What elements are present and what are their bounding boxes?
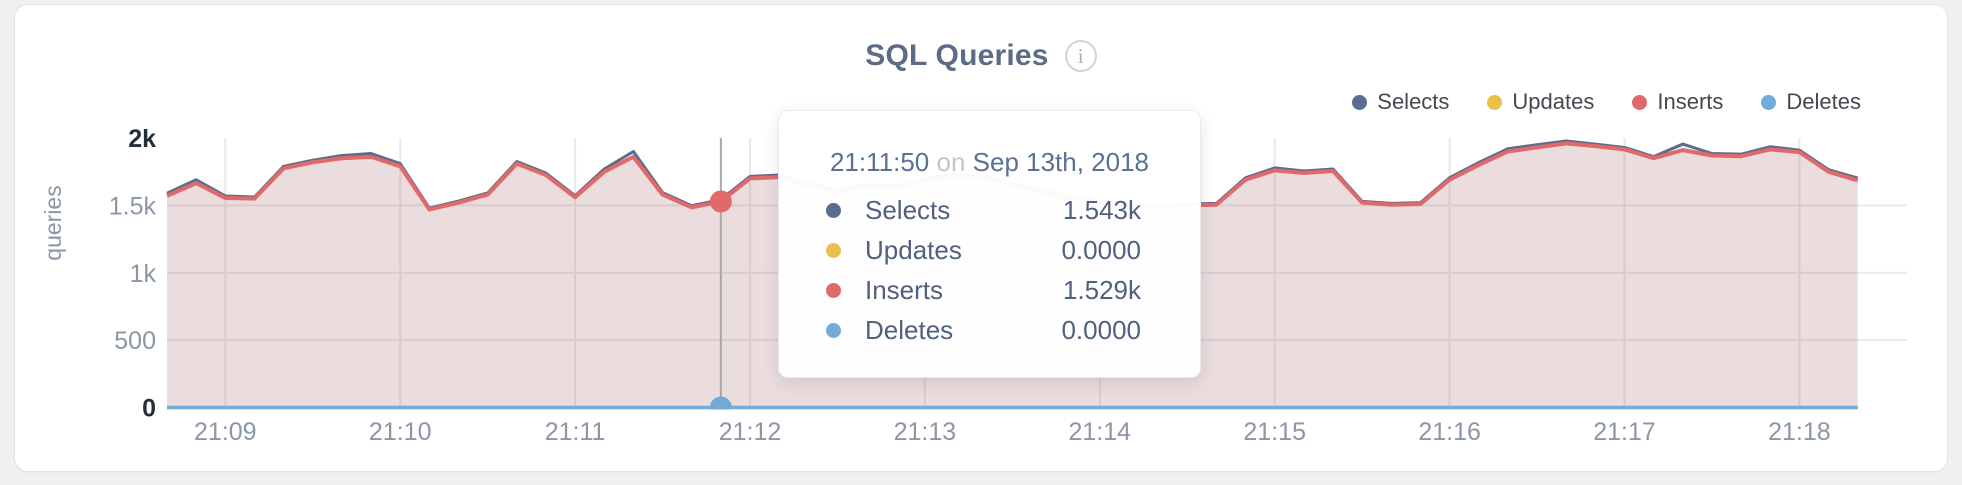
y-tick-label: 1k bbox=[130, 260, 157, 288]
x-tick-label: 21:15 bbox=[1243, 418, 1306, 446]
legend-item-deletes[interactable]: Deletes bbox=[1761, 89, 1861, 115]
legend-item-selects[interactable]: Selects bbox=[1352, 89, 1449, 115]
hover-dot-deletes bbox=[709, 396, 732, 410]
y-tick-label: 500 bbox=[114, 327, 156, 355]
tooltip-conjunction: on bbox=[936, 147, 966, 177]
x-tick-label: 21:11 bbox=[545, 418, 606, 446]
x-tick-label: 21:10 bbox=[369, 418, 432, 446]
x-tick-label: 21:13 bbox=[894, 418, 957, 446]
hover-dot-inserts bbox=[709, 190, 732, 213]
legend-label: Selects bbox=[1377, 89, 1450, 114]
tooltip-series-label: Selects bbox=[865, 194, 951, 225]
tooltip-row-deletes: Deletes 0.0000 bbox=[826, 310, 1141, 350]
legend-dot-updates bbox=[1487, 94, 1503, 110]
tooltip-series-value: 1.529k bbox=[1062, 274, 1141, 305]
tooltip-time: 21:11:50 bbox=[829, 147, 930, 177]
legend-dot-selects bbox=[1352, 94, 1368, 110]
legend-label: Inserts bbox=[1657, 89, 1724, 114]
tooltip-series-value: 0.0000 bbox=[1061, 234, 1141, 265]
chart-legend: Selects Updates Inserts Deletes bbox=[1352, 89, 1861, 115]
legend-dot-inserts bbox=[1632, 94, 1648, 110]
legend-item-inserts[interactable]: Inserts bbox=[1632, 89, 1723, 115]
tooltip-series-label: Deletes bbox=[865, 314, 954, 345]
x-tick-label: 21:16 bbox=[1418, 418, 1481, 446]
legend-dot-deletes bbox=[1761, 94, 1777, 110]
chart-header: SQL Queries i bbox=[15, 39, 1947, 73]
tooltip-row-selects: Selects 1.543k bbox=[826, 190, 1141, 230]
tooltip-row-inserts: Inserts 1.529k bbox=[826, 270, 1141, 310]
x-tick-label: 21:09 bbox=[194, 418, 257, 446]
x-tick-label: 21:18 bbox=[1768, 418, 1831, 446]
y-tick-label: 2k bbox=[128, 125, 156, 153]
tooltip-series-value: 0.0000 bbox=[1061, 314, 1141, 345]
y-tick-label: 1.5k bbox=[109, 192, 157, 220]
tooltip-dot-deletes bbox=[826, 322, 841, 338]
legend-label: Deletes bbox=[1786, 89, 1861, 114]
legend-label: Updates bbox=[1512, 89, 1595, 114]
x-tick-label: 21:12 bbox=[719, 418, 782, 446]
tooltip-rows: Selects 1.543k Updates 0.0000 Inserts 1.529k D… bbox=[826, 190, 1141, 350]
tooltip-series-label: Inserts bbox=[865, 274, 944, 305]
tooltip-dot-inserts bbox=[826, 282, 841, 298]
legend-item-updates[interactable]: Updates bbox=[1487, 89, 1594, 115]
x-tick-label: 21:14 bbox=[1069, 418, 1132, 446]
tooltip-dot-updates bbox=[826, 242, 841, 258]
page-title: SQL Queries bbox=[865, 39, 1049, 72]
tooltip-series-label: Updates bbox=[865, 234, 962, 265]
tooltip-row-updates: Updates 0.0000 bbox=[826, 230, 1141, 270]
tooltip-date: Sep 13th, 2018 bbox=[972, 147, 1150, 177]
chart-card: SQL Queries i Selects Updates Inserts Delet… bbox=[14, 4, 1948, 472]
tooltip-series-value: 1.543k bbox=[1062, 194, 1141, 225]
tooltip-dot-selects bbox=[826, 202, 841, 218]
y-tick-label: 0 bbox=[142, 395, 156, 423]
tooltip-header: 21:11:50 on Sep 13th, 2018 bbox=[793, 147, 1186, 178]
chart-tooltip: 21:11:50 on Sep 13th, 2018 Selects 1.543k… bbox=[778, 110, 1201, 378]
x-tick-label: 21:17 bbox=[1593, 418, 1656, 446]
y-axis-title: queries bbox=[40, 185, 66, 260]
info-icon[interactable]: i bbox=[1064, 40, 1097, 72]
